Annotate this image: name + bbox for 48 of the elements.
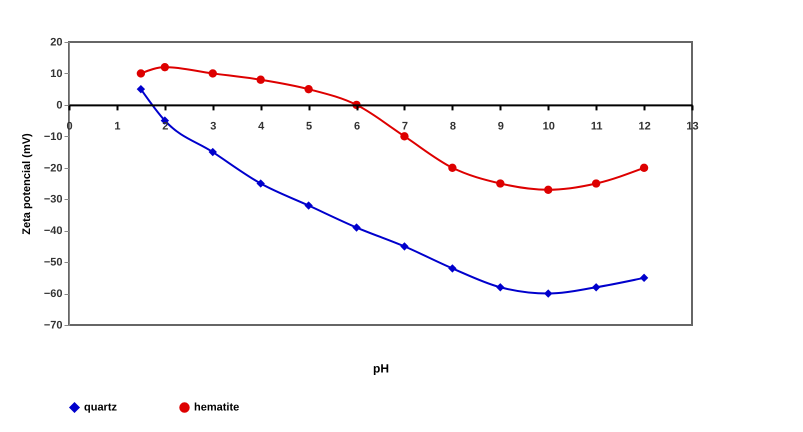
y-tick-label: −20 xyxy=(44,162,62,174)
point xyxy=(544,186,552,194)
x-axis-title: pH xyxy=(373,362,389,376)
point xyxy=(400,242,409,251)
y-tick-label: −50 xyxy=(44,256,62,269)
point xyxy=(400,132,409,141)
x-tick-label: 6 xyxy=(354,120,360,132)
point xyxy=(544,289,552,298)
x-tick-label: 7 xyxy=(402,120,408,132)
legend-label: hematite xyxy=(194,402,240,414)
point xyxy=(208,148,217,156)
x-tick-label: 9 xyxy=(498,120,504,132)
point xyxy=(160,62,170,72)
y-tick-label: −30 xyxy=(44,194,62,206)
point xyxy=(208,69,217,78)
y-tick-label: 0 xyxy=(56,99,62,112)
point xyxy=(448,264,457,273)
point xyxy=(256,179,265,188)
y-tick-label: −70 xyxy=(44,320,62,332)
point xyxy=(640,164,648,172)
y-axis-title: Zeta potencial (mV) xyxy=(20,132,33,235)
y-tick-label: −60 xyxy=(44,288,62,300)
point xyxy=(136,84,146,94)
point xyxy=(496,283,504,292)
y-tick-label: 10 xyxy=(50,68,62,80)
point xyxy=(496,179,504,188)
point xyxy=(640,274,648,282)
x-tick-label: 2 xyxy=(162,120,168,132)
y-tick-label: −10 xyxy=(44,130,62,143)
point xyxy=(304,84,313,94)
x-tick-label: 5 xyxy=(306,120,312,132)
x-tick-label: 12 xyxy=(638,120,651,132)
point xyxy=(352,223,361,232)
y-tick-label: −40 xyxy=(44,225,62,238)
legend-label: quartz xyxy=(84,402,118,414)
y-tick-label: 20 xyxy=(50,36,62,48)
x-tick-label: 11 xyxy=(590,120,602,132)
point xyxy=(256,76,265,84)
point xyxy=(592,179,600,188)
x-tick-label: 3 xyxy=(210,120,216,132)
point xyxy=(592,283,600,292)
x-tick-label: 1 xyxy=(114,120,120,132)
point xyxy=(136,69,146,78)
x-tick-label: 4 xyxy=(258,120,266,132)
point xyxy=(448,164,457,172)
x-tick-label: 8 xyxy=(450,120,456,132)
x-tick-label: 10 xyxy=(542,120,555,132)
point xyxy=(304,201,313,210)
